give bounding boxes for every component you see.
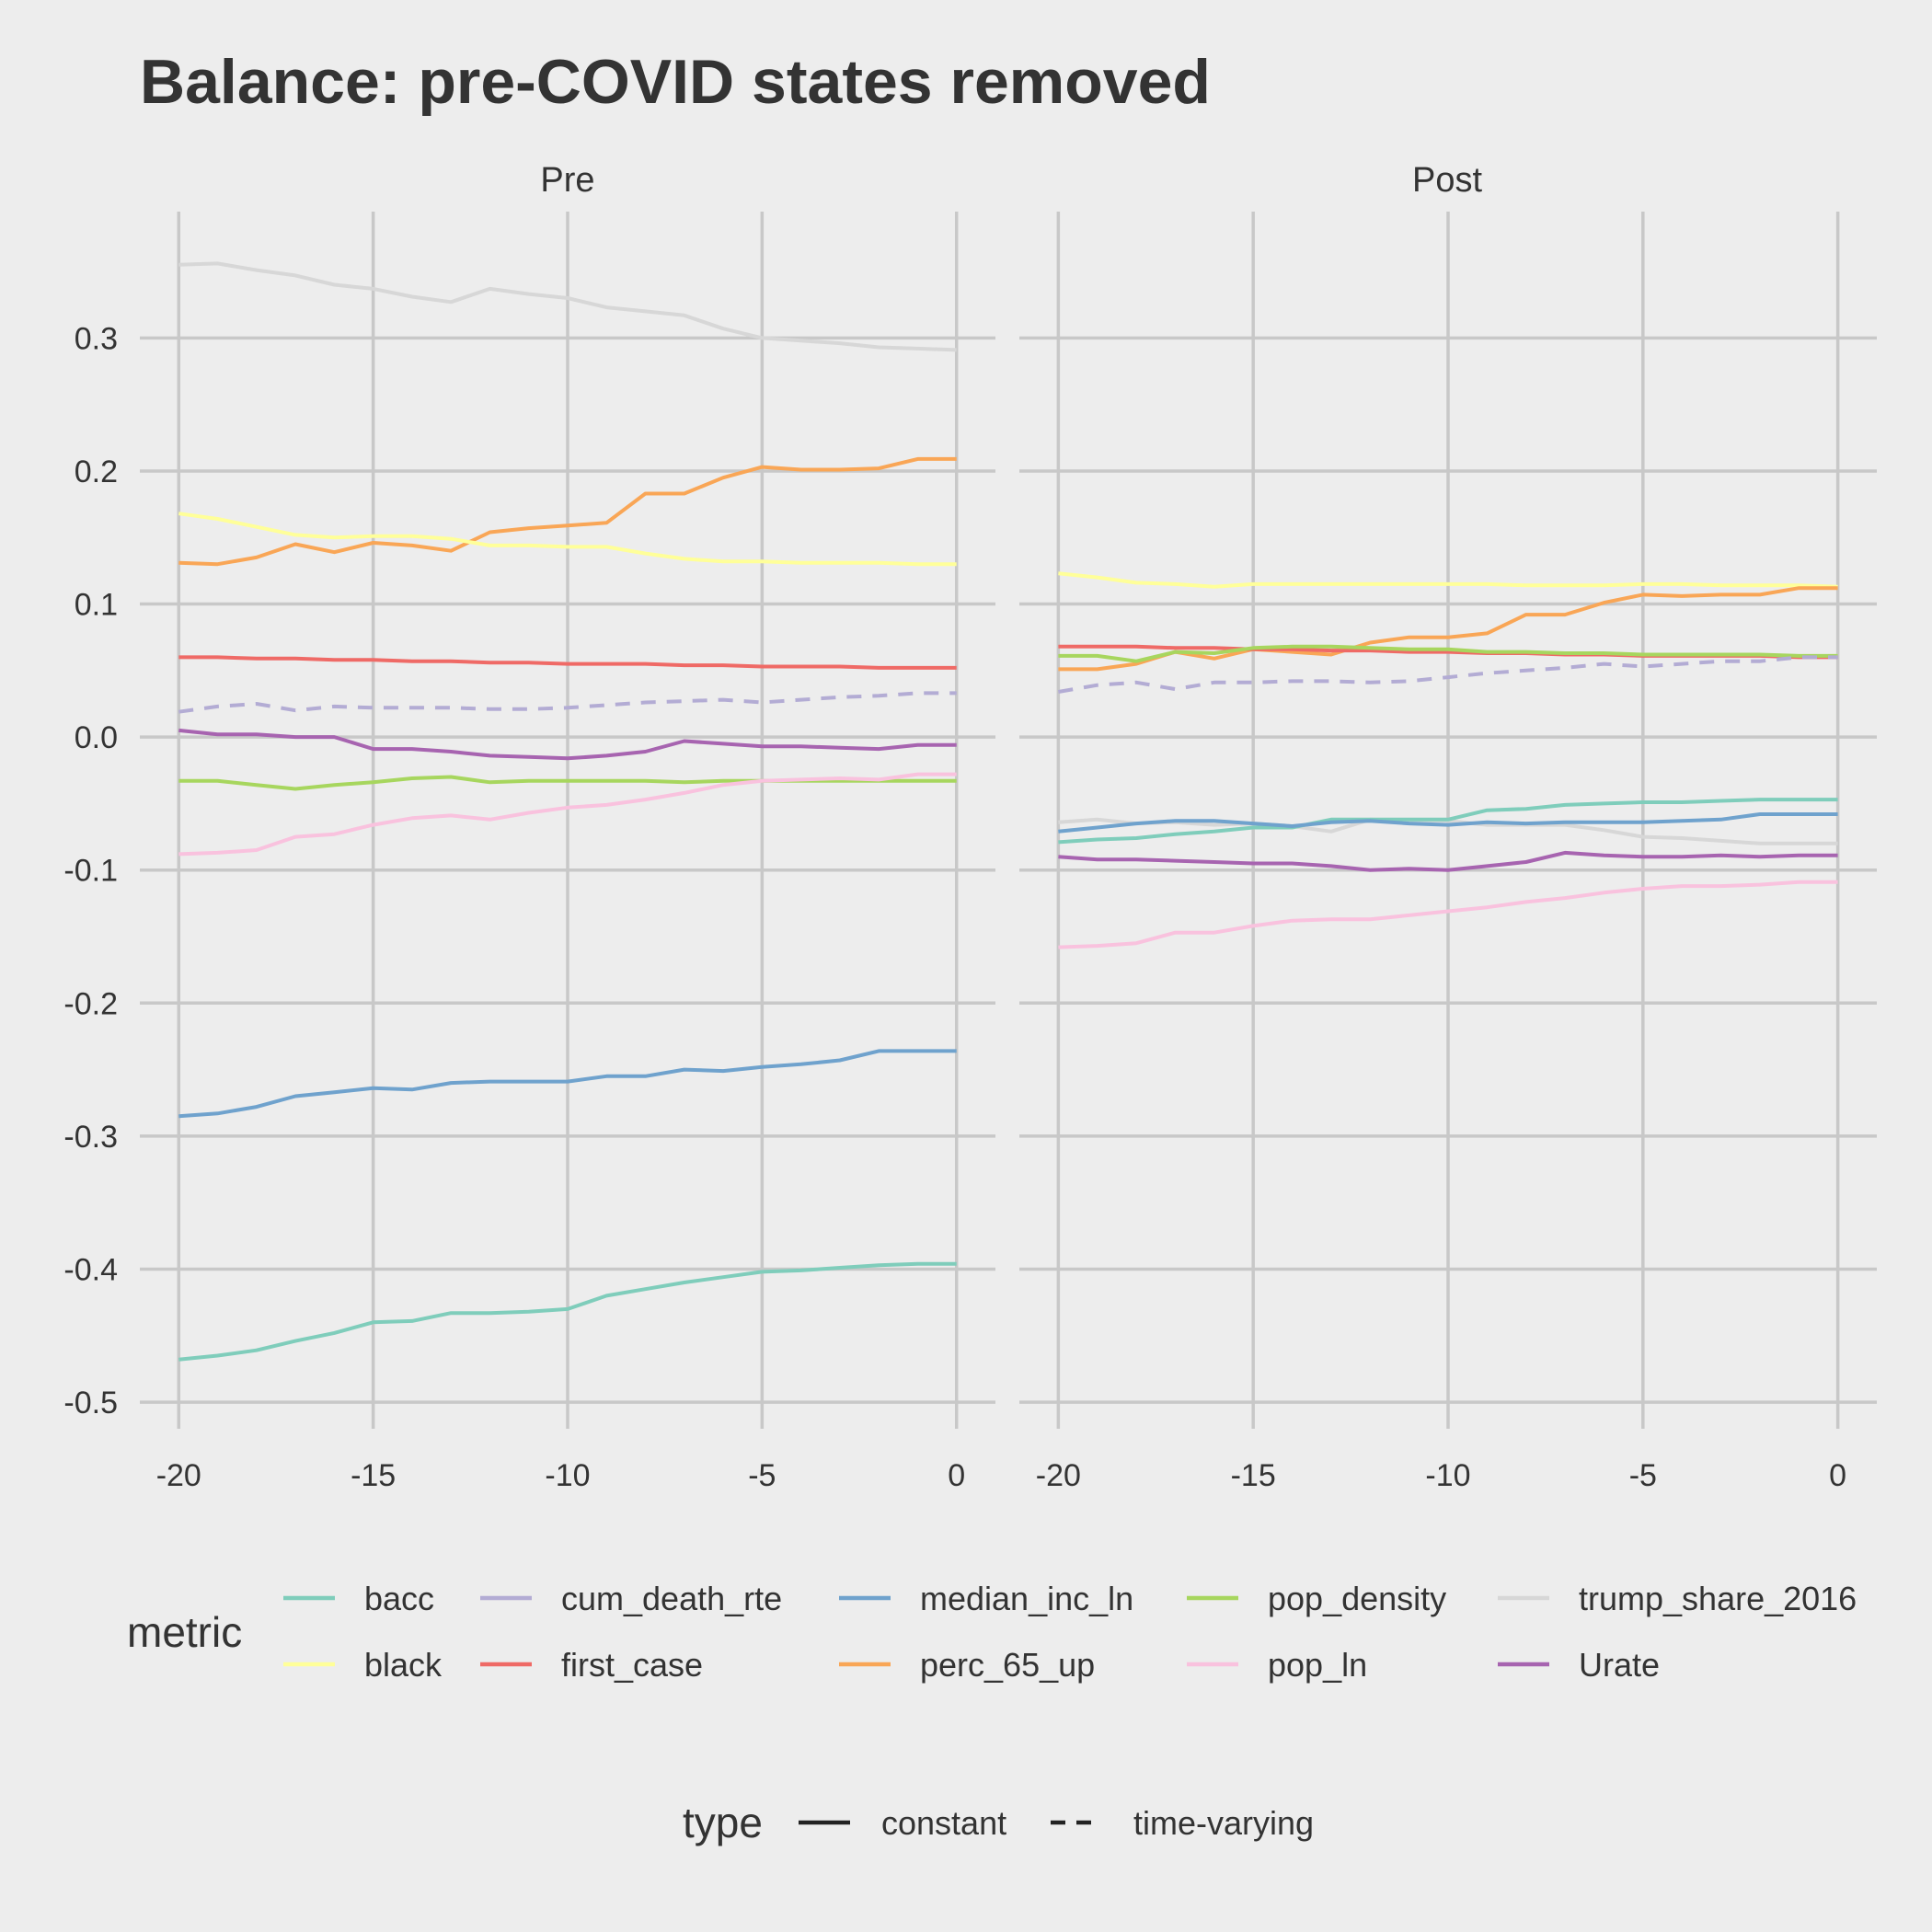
series-line-pre-cum-death-rte — [178, 691, 957, 714]
legend-label-constant: constant — [881, 1804, 1006, 1842]
legend-label-pop-density: pop_density — [1268, 1580, 1446, 1617]
y-tick-label: -0.3 — [63, 1120, 118, 1155]
legend-metric-title: metric — [127, 1608, 242, 1656]
y-axis-ticks: -0.5 -0.4 -0.3 -0.2 -0.1 0.0 0.1 0.2 0.3 — [63, 321, 118, 1420]
legend-label-perc-65-up: perc_65_up — [920, 1646, 1095, 1684]
legend-label-pop-ln: pop_ln — [1268, 1646, 1367, 1684]
series-line-pre-pop-ln — [178, 772, 957, 857]
facet-label-post: Post — [1412, 161, 1482, 200]
legend-metric: bacc black cum_death_rte first_case median_i… — [283, 1580, 1857, 1684]
series-line-pre-trump-share-2016 — [178, 261, 957, 352]
x-tick-label: -15 — [351, 1458, 396, 1493]
x-tick-label: -20 — [156, 1458, 201, 1493]
y-tick-label: 0.2 — [75, 454, 118, 489]
x-tick-label: -15 — [1231, 1458, 1276, 1493]
series-line-post-median-inc-ln — [1058, 812, 1838, 834]
series-line-pre-bacc — [178, 1261, 957, 1362]
legend-label-trump-share-2016: trump_share_2016 — [1579, 1580, 1857, 1617]
y-tick-label: 0.3 — [75, 321, 118, 356]
y-tick-label: -0.1 — [63, 854, 118, 889]
x-tick-label: -5 — [1629, 1458, 1657, 1493]
chart-title: Balance: pre-COVID states removed — [140, 47, 1211, 117]
x-axis-ticks: -20 -15 -10 -5 0 -20 -15 -10 -5 0 — [156, 1458, 1846, 1493]
y-tick-label: -0.2 — [63, 986, 118, 1021]
y-tick-label: -0.4 — [63, 1252, 118, 1287]
series-layer — [178, 261, 1838, 1362]
legend-label-time-varying: time-varying — [1133, 1804, 1314, 1842]
series-line-pre-median-inc-ln — [178, 1049, 957, 1119]
legend-type-title: type — [683, 1799, 763, 1846]
series-line-post-bacc — [1058, 798, 1838, 845]
legend-label-cum-death-rte: cum_death_rte — [561, 1580, 782, 1617]
y-tick-label: 0.0 — [75, 720, 118, 755]
y-tick-label: 0.1 — [75, 588, 118, 623]
legend-type: constant time-varying — [799, 1804, 1314, 1842]
series-line-pre-black — [178, 512, 957, 567]
series-line-post-pop-ln — [1058, 880, 1838, 949]
legend-label-bacc: bacc — [364, 1580, 434, 1617]
legend-label-black: black — [364, 1646, 443, 1684]
series-line-post-urate — [1058, 850, 1838, 872]
legend-label-first-case: first_case — [561, 1646, 703, 1684]
x-tick-label: -10 — [545, 1458, 590, 1493]
series-line-post-pop-density — [1058, 644, 1838, 663]
x-tick-label: 0 — [948, 1458, 965, 1493]
series-line-pre-urate — [178, 728, 957, 761]
legend-label-median-inc-ln: median_inc_ln — [920, 1580, 1133, 1617]
series-line-pre-pop-density — [178, 775, 957, 791]
legend-label-urate: Urate — [1579, 1646, 1660, 1684]
x-tick-label: -5 — [748, 1458, 776, 1493]
facet-label-pre: Pre — [540, 161, 594, 200]
series-line-post-cum-death-rte — [1058, 655, 1838, 694]
x-tick-label: 0 — [1829, 1458, 1846, 1493]
y-tick-label: -0.5 — [63, 1386, 118, 1420]
series-line-pre-perc-65-up — [178, 456, 957, 567]
series-line-pre-first-case — [178, 655, 957, 670]
x-tick-label: -10 — [1425, 1458, 1470, 1493]
series-line-post-black — [1058, 571, 1838, 589]
x-tick-label: -20 — [1036, 1458, 1081, 1493]
